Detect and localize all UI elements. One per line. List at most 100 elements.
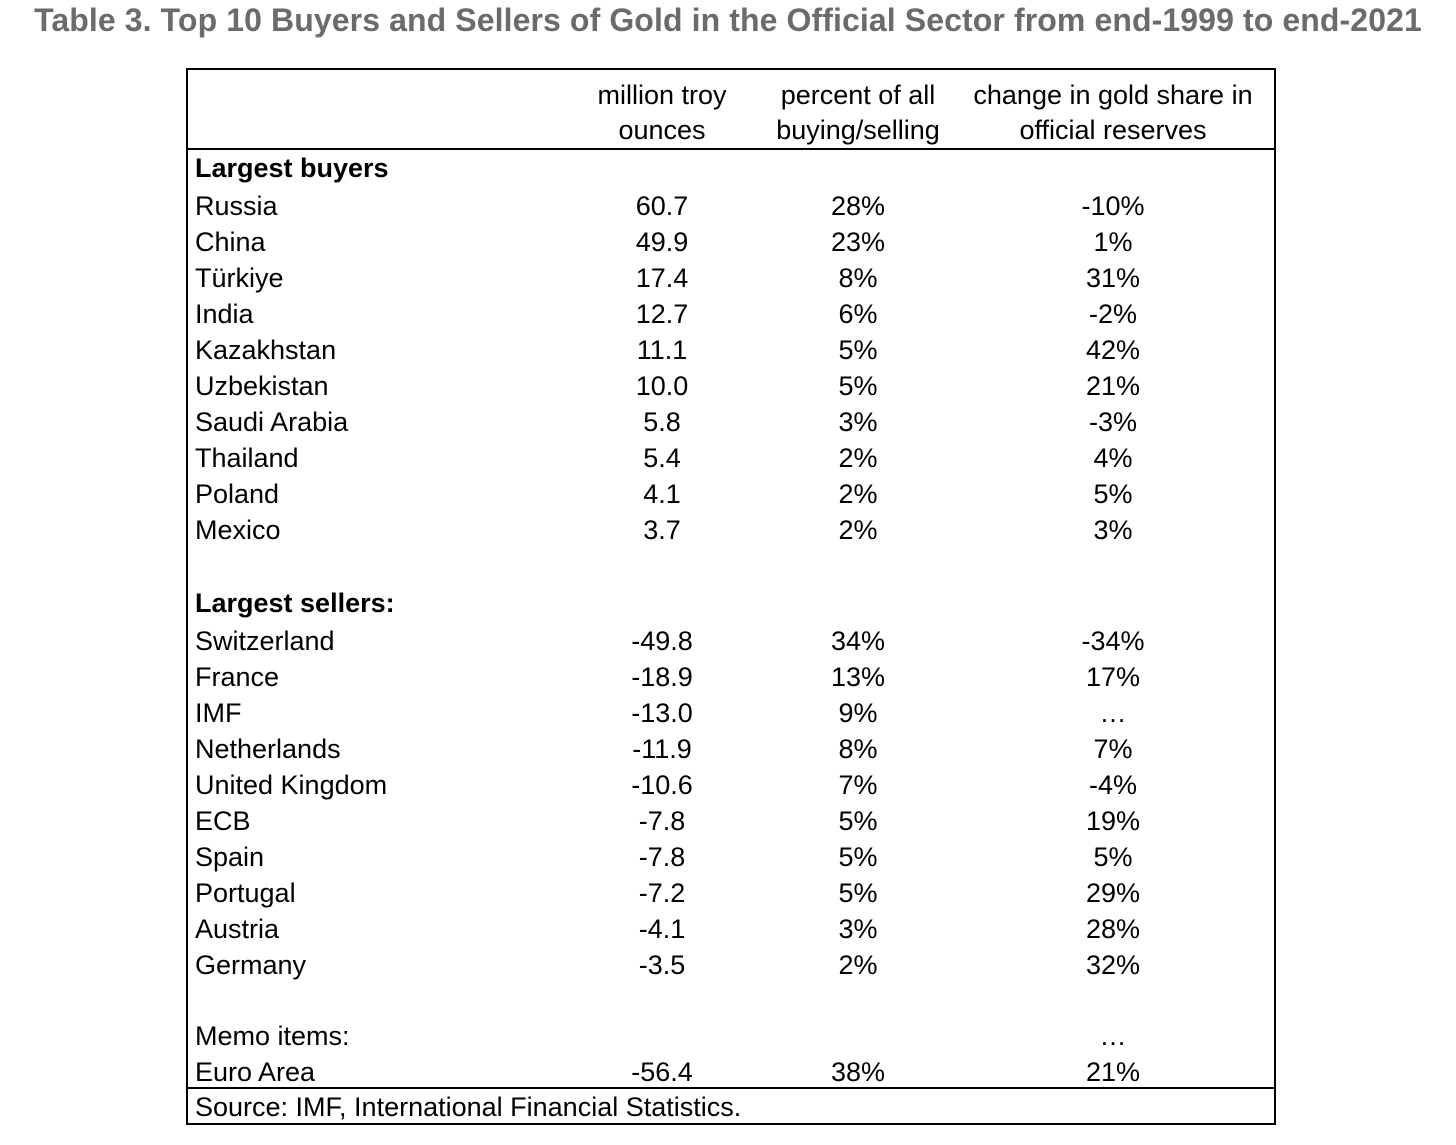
cell-ounces: 5.8 (643, 407, 681, 437)
column-header-line: percent of all (780, 80, 936, 110)
row-label: Mexico (195, 515, 281, 545)
section-heading-memo: Memo items: … (188, 1018, 1274, 1054)
cell-change: -4% (1088, 770, 1137, 800)
row-label: Kazakhstan (195, 335, 337, 365)
column-header-ounces: million troy ounces (572, 78, 752, 148)
table-row: ECB -7.8 5% 19% (188, 803, 1274, 839)
cell-change: -3% (1088, 407, 1137, 437)
cell-change: 31% (1085, 263, 1141, 293)
row-label: Poland (195, 479, 280, 509)
column-header-line: official reserves (1019, 115, 1207, 145)
cell-percent: 8% (838, 734, 878, 764)
column-header-line: change in gold share in (973, 80, 1253, 110)
cell-ounces: -49.8 (631, 626, 693, 656)
row-label: Thailand (195, 443, 299, 473)
table-title: Table 3. Top 10 Buyers and Sellers of Go… (34, 2, 1422, 38)
cell-change: … (1099, 1021, 1127, 1051)
row-label: Euro Area (195, 1057, 316, 1087)
column-header-line: ounces (618, 115, 706, 145)
column-header-line: million troy (597, 80, 727, 110)
cell-ounces: 10.0 (635, 371, 689, 401)
cell-percent: 38% (830, 1057, 886, 1087)
row-label: Austria (195, 914, 280, 944)
cell-change: 21% (1085, 1057, 1141, 1087)
table-row: Euro Area -56.4 38% 21% (188, 1054, 1274, 1090)
row-label: IMF (195, 698, 242, 728)
table-row: Germany -3.5 2% 32% (188, 947, 1274, 983)
cell-change: 28% (1085, 914, 1141, 944)
cell-ounces: -4.1 (638, 914, 686, 944)
data-table: million troy ounces percent of all buyin… (186, 68, 1276, 1125)
cell-percent: 3% (838, 407, 878, 437)
header-divider (188, 148, 1274, 150)
cell-percent: 5% (838, 806, 878, 836)
row-label: Spain (195, 842, 265, 872)
row-label: United Kingdom (195, 770, 388, 800)
cell-change: 4% (1093, 443, 1133, 473)
cell-ounces: 49.9 (635, 227, 689, 257)
table-row: Poland 4.1 2% 5% (188, 476, 1274, 512)
cell-percent: 23% (830, 227, 886, 257)
cell-percent: 5% (838, 842, 878, 872)
table-row: Netherlands -11.9 8% 7% (188, 731, 1274, 767)
table-row: Uzbekistan 10.0 5% 21% (188, 368, 1274, 404)
cell-change: -2% (1088, 299, 1137, 329)
table-row: China 49.9 23% 1% (188, 224, 1274, 260)
cell-percent: 13% (830, 662, 886, 692)
cell-percent: 3% (838, 914, 878, 944)
cell-change: … (1099, 698, 1127, 728)
row-label: Germany (195, 950, 307, 980)
section-heading: Memo items: (195, 1021, 350, 1051)
cell-change: 21% (1085, 371, 1141, 401)
cell-ounces: 4.1 (643, 479, 681, 509)
cell-change: 5% (1093, 479, 1133, 509)
cell-ounces: 17.4 (635, 263, 689, 293)
cell-percent: 9% (838, 698, 878, 728)
table-row: India 12.7 6% -2% (188, 296, 1274, 332)
table-row: Russia 60.7 28% -10% (188, 188, 1274, 224)
cell-change: 19% (1085, 806, 1141, 836)
row-label: France (195, 662, 280, 692)
cell-percent: 6% (838, 299, 878, 329)
cell-percent: 5% (838, 878, 878, 908)
column-header-percent: percent of all buying/selling (768, 78, 948, 148)
column-header-line: buying/selling (776, 115, 940, 145)
cell-ounces: -7.8 (638, 842, 686, 872)
cell-percent: 7% (838, 770, 878, 800)
cell-ounces: 3.7 (643, 515, 681, 545)
row-label: Saudi Arabia (195, 407, 349, 437)
cell-change: 42% (1085, 335, 1141, 365)
cell-change: 7% (1093, 734, 1133, 764)
cell-percent: 5% (838, 371, 878, 401)
table-row: Thailand 5.4 2% 4% (188, 440, 1274, 476)
cell-percent: 28% (830, 191, 886, 221)
section-heading: Largest buyers (195, 153, 389, 183)
table-row: Türkiye 17.4 8% 31% (188, 260, 1274, 296)
table-row: Spain -7.8 5% 5% (188, 839, 1274, 875)
row-label: Switzerland (195, 626, 335, 656)
row-label: China (195, 227, 266, 257)
cell-percent: 2% (838, 479, 878, 509)
table-row: United Kingdom -10.6 7% -4% (188, 767, 1274, 803)
cell-ounces: -18.9 (631, 662, 693, 692)
row-label: Netherlands (195, 734, 341, 764)
row-label: ECB (195, 806, 251, 836)
cell-percent: 2% (838, 443, 878, 473)
cell-percent: 8% (838, 263, 878, 293)
source-divider (188, 1087, 1274, 1089)
table-row: Austria -4.1 3% 28% (188, 911, 1274, 947)
table-row: France -18.9 13% 17% (188, 659, 1274, 695)
row-label: India (195, 299, 254, 329)
table-row: Mexico 3.7 2% 3% (188, 512, 1274, 548)
table-row: Saudi Arabia 5.8 3% -3% (188, 404, 1274, 440)
cell-ounces: 60.7 (635, 191, 689, 221)
cell-change: 17% (1085, 662, 1141, 692)
source-note: Source: IMF, International Financial Sta… (195, 1092, 742, 1122)
section-heading-buyers: Largest buyers (188, 150, 1274, 186)
table-row: Switzerland -49.8 34% -34% (188, 623, 1274, 659)
cell-change: 29% (1085, 878, 1141, 908)
cell-ounces: -10.6 (631, 770, 693, 800)
cell-change: 3% (1093, 515, 1133, 545)
cell-change: 1% (1093, 227, 1133, 257)
cell-ounces: 5.4 (643, 443, 681, 473)
